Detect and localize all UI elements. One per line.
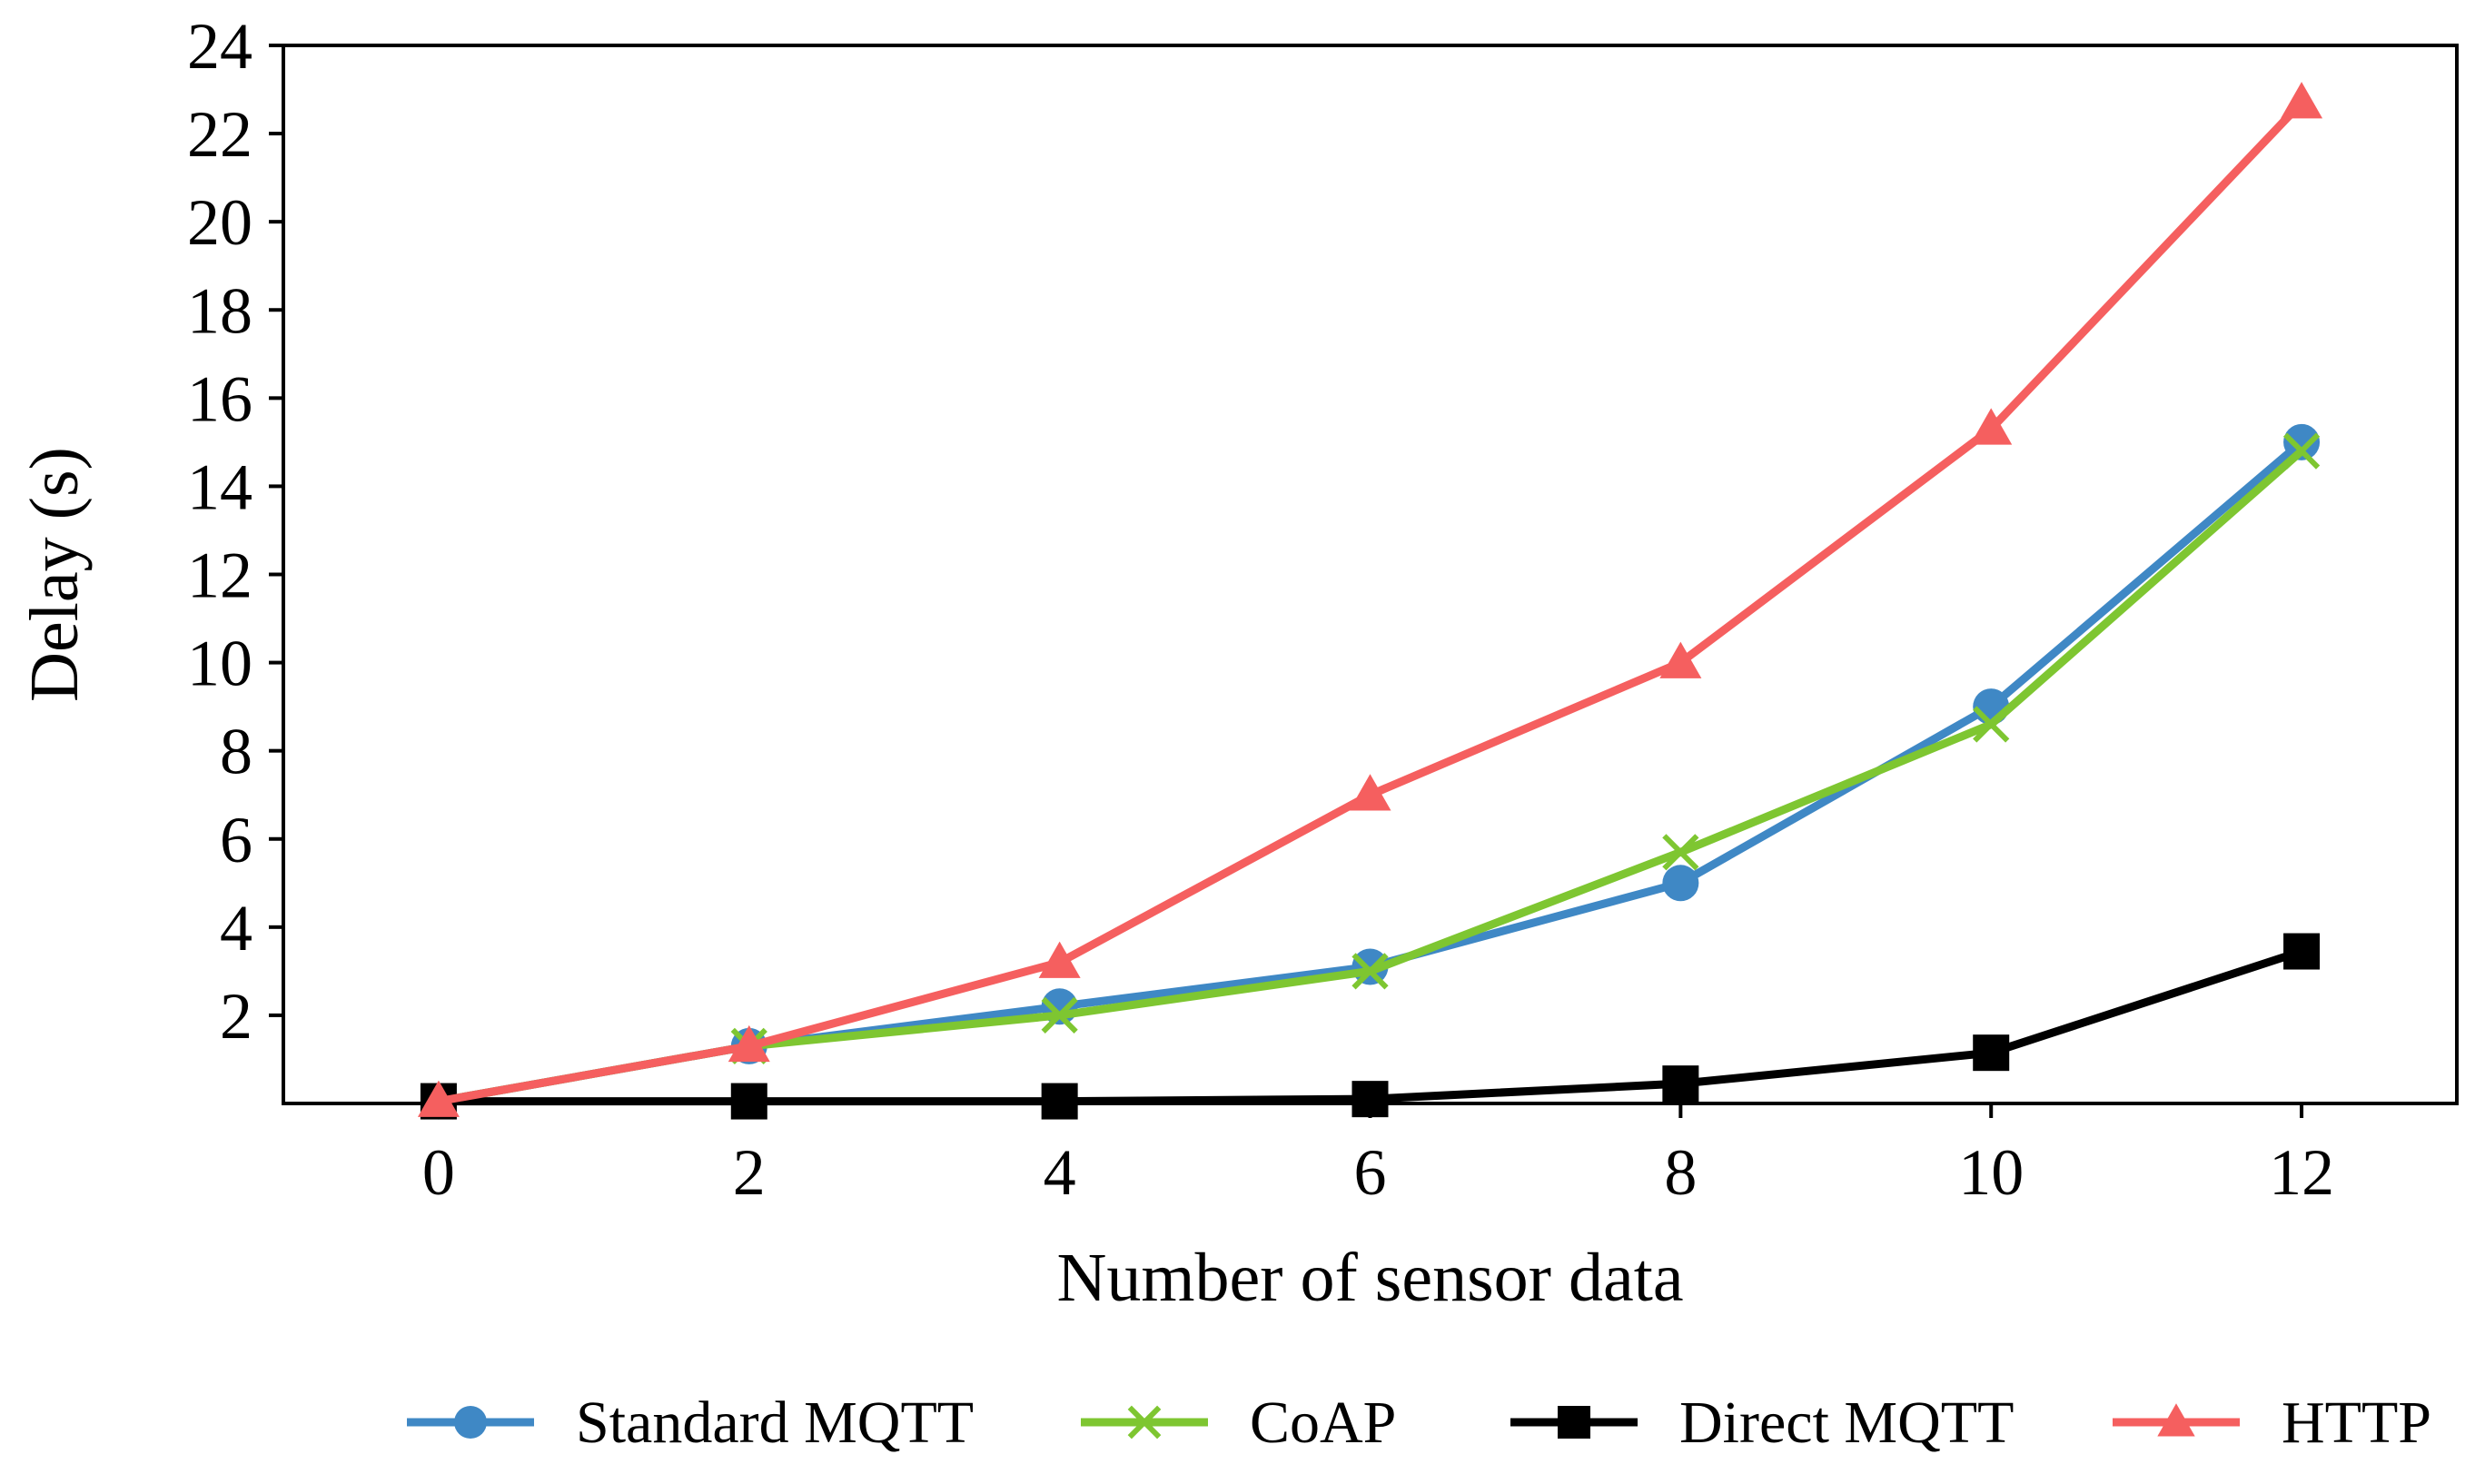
direct-mqtt-point: [2283, 933, 2321, 970]
legend-marker: [1558, 1406, 1590, 1439]
legend-label: Direct MQTT: [1679, 1390, 2014, 1456]
legend-label: Standard MQTT: [576, 1390, 974, 1456]
x-tick-label: 8: [1664, 1136, 1697, 1209]
standard-mqtt-point: [1662, 865, 1699, 902]
x-tick-label: 4: [1044, 1136, 1076, 1209]
legend-marker: [454, 1406, 487, 1439]
legend-marker: [1127, 1405, 1162, 1439]
y-tick-label: 12: [187, 539, 252, 612]
y-tick-label: 22: [187, 98, 252, 171]
y-tick-label: 10: [187, 628, 252, 700]
legend-item-direct-mqtt: Direct MQTT: [1510, 1390, 2014, 1456]
y-tick-label: 20: [187, 186, 252, 259]
series-http: [417, 82, 2323, 1117]
x-tick-label: 6: [1354, 1136, 1387, 1209]
x-tick-label: 2: [733, 1136, 766, 1209]
coap-point: [2282, 432, 2321, 470]
x-tick-label: 0: [422, 1136, 455, 1209]
direct-mqtt-point: [1973, 1034, 2010, 1072]
x-tick-label: 10: [1958, 1136, 2024, 1209]
y-tick-label: 14: [187, 450, 252, 523]
http-point: [417, 1080, 460, 1117]
legend-item-standard-mqtt: Standard MQTT: [407, 1390, 974, 1456]
legend: Standard MQTT CoAP Direct MQTT HTTP: [407, 1390, 2431, 1456]
y-tick-label: 24: [187, 10, 252, 83]
standard-mqtt-point: [2283, 423, 2321, 460]
y-tick-label: 16: [187, 362, 252, 435]
http-point: [1970, 408, 2013, 445]
x-tick-label: 12: [2269, 1136, 2334, 1209]
direct-mqtt-point: [1662, 1065, 1699, 1103]
http-point: [2281, 82, 2323, 119]
x-axis-title: Number of sensor data: [1056, 1240, 1683, 1316]
legend-label: CoAP: [1250, 1390, 1396, 1456]
legend-item-http: HTTP: [2113, 1390, 2431, 1456]
http-point: [1659, 641, 1702, 678]
legend-item-coap: CoAP: [1081, 1390, 1396, 1456]
y-axis-title: Delay (s): [16, 447, 93, 702]
legend-label: HTTP: [2282, 1390, 2431, 1456]
http-point: [728, 1024, 770, 1063]
series-standard-mqtt: [420, 423, 2321, 1120]
direct-mqtt-point: [1041, 1083, 1078, 1120]
http-point: [1349, 774, 1391, 811]
coap-point: [1351, 953, 1389, 990]
http-point: [1038, 941, 1081, 978]
coap-point: [1973, 706, 2010, 743]
y-tick-label: 2: [220, 980, 252, 1053]
y-tick-label: 18: [187, 274, 252, 347]
plot-frame: [282, 44, 2459, 1105]
legend-marker: [2157, 1403, 2195, 1437]
standard-mqtt-line: [434, 438, 2306, 1106]
direct-mqtt-point: [730, 1083, 767, 1120]
y-tick-label: 8: [220, 716, 252, 788]
y-tick-label: 4: [220, 892, 252, 965]
coap-point: [1041, 996, 1078, 1034]
coap-point: [1662, 834, 1699, 871]
y-tick-label: 6: [220, 804, 252, 876]
direct-mqtt-point: [1351, 1081, 1389, 1118]
